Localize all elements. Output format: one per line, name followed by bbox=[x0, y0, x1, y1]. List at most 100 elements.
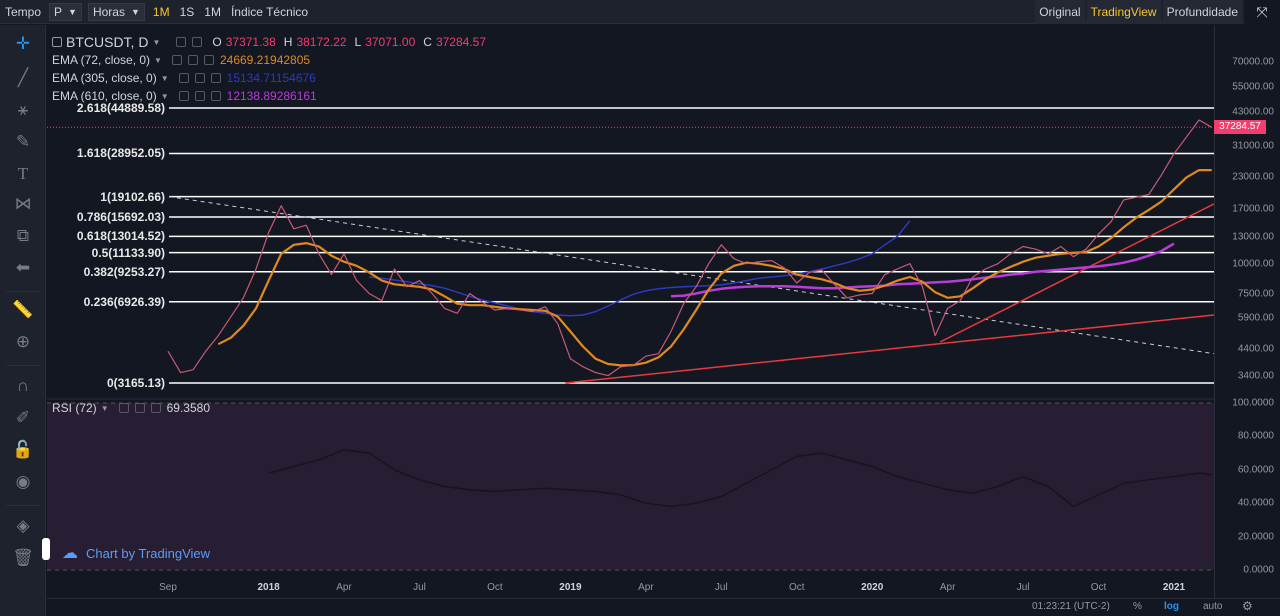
time-tick-label: Apr bbox=[336, 582, 352, 593]
cloud-icon: ☁ bbox=[62, 545, 78, 562]
period-select[interactable]: P ▼ bbox=[49, 2, 82, 21]
settings-icon[interactable] bbox=[118, 403, 129, 413]
close-icon[interactable] bbox=[210, 73, 221, 83]
time-tick-label: Oct bbox=[487, 582, 503, 593]
rsi-tick-label: 20.0000 bbox=[1237, 531, 1274, 543]
support-trend-line bbox=[565, 314, 1214, 384]
pattern-tool-icon[interactable]: ⋈ bbox=[14, 194, 32, 213]
close-icon[interactable] bbox=[210, 91, 221, 101]
settings-icon[interactable] bbox=[178, 73, 189, 83]
log-toggle[interactable]: log bbox=[1164, 601, 1179, 612]
fullscreen-icon[interactable]: ⤧ bbox=[1244, 0, 1280, 24]
tradingview-watermark[interactable]: ☁ Chart by TradingView bbox=[62, 543, 210, 563]
chevron-down-icon[interactable]: ▼ bbox=[160, 91, 169, 101]
top-toolbar: Tempo P ▼ Horas ▼ 1M 1S 1M Índice Técnico … bbox=[0, 0, 1280, 24]
percent-toggle[interactable]: % bbox=[1133, 601, 1142, 612]
rsi-series-line bbox=[268, 449, 1212, 508]
close-icon[interactable] bbox=[150, 403, 161, 413]
fib-level-label: 0.236(6926.39) bbox=[83, 294, 165, 309]
rsi-value: 69.3580 bbox=[166, 401, 210, 415]
fib-level-label: 0.5(11133.90) bbox=[91, 245, 165, 260]
stay-drawing-icon[interactable]: ✐ bbox=[15, 408, 31, 427]
settings-icon[interactable] bbox=[171, 55, 182, 65]
time-axis[interactable]: Sep 2018 Apr Jul Oct 2019 Apr Jul Oct 2020 Apr Jul O… bbox=[47, 576, 1214, 598]
ruler-icon[interactable]: 📏 bbox=[12, 300, 34, 319]
close-icon[interactable] bbox=[203, 55, 214, 65]
fib-tool-icon[interactable]: ⚹ bbox=[17, 100, 29, 119]
ema610-label: EMA (610, close, 0) bbox=[52, 89, 157, 103]
gear-icon[interactable]: ⚙ bbox=[1242, 599, 1253, 613]
time-tick-label: 2018 bbox=[257, 582, 280, 593]
price-tick-label: 5900.00 bbox=[1237, 312, 1274, 324]
price-tick-label: 43000.00 bbox=[1232, 106, 1274, 118]
chevron-down-icon[interactable]: ▼ bbox=[154, 55, 162, 65]
chevron-down-icon[interactable]: ▼ bbox=[160, 73, 169, 83]
ohlc-high-label: H bbox=[283, 35, 293, 49]
price-tick-label: 70000.00 bbox=[1232, 56, 1274, 68]
fib-level-label: 0.786(15692.03) bbox=[76, 209, 165, 224]
price-tick-label: 17000.00 bbox=[1232, 203, 1274, 215]
rsi-tick-label: 100.0000 bbox=[1232, 397, 1274, 409]
price-tick-label: 10000.00 bbox=[1232, 258, 1274, 270]
eye-icon[interactable] bbox=[194, 91, 205, 101]
rsi-label: RSI (72) bbox=[52, 401, 97, 415]
rsi-tick-label: 0.0000 bbox=[1243, 564, 1274, 576]
symbol-legend: BTCUSDT, D ▼ O 37371.38 H 38172.22 L 37071.… bbox=[52, 34, 486, 50]
chevron-down-icon[interactable]: ▼ bbox=[152, 37, 161, 47]
dashed-trend-line bbox=[168, 196, 1214, 355]
fib-level-label: 1.618(28952.05) bbox=[76, 146, 165, 161]
lock-icon[interactable]: 🔓 bbox=[12, 440, 34, 459]
price-tick-label: 4400.00 bbox=[1237, 343, 1274, 355]
view-depth-button[interactable]: Profundidade bbox=[1162, 0, 1242, 24]
ohlc-high-value: 38172.22 bbox=[296, 35, 347, 49]
eye-icon[interactable] bbox=[192, 37, 203, 47]
layers-icon[interactable]: ◈ bbox=[16, 516, 30, 535]
chevron-down-icon: ▼ bbox=[130, 6, 140, 17]
time-tick-label: 2021 bbox=[1162, 582, 1186, 593]
time-tick-label: Jul bbox=[714, 582, 728, 593]
settings-icon[interactable] bbox=[176, 37, 187, 47]
magnet-icon[interactable]: ∩ bbox=[16, 376, 30, 395]
brush-icon[interactable]: ✎ bbox=[15, 132, 31, 151]
view-original-button[interactable]: Original bbox=[1035, 0, 1085, 24]
trend-line-icon[interactable]: ╱ bbox=[17, 68, 29, 87]
time-tick-label: 2020 bbox=[861, 582, 884, 593]
price-axis[interactable]: 70000.00 55000.00 43000.00 31000.00 23000.00… bbox=[1214, 25, 1280, 598]
price-chart[interactable] bbox=[47, 25, 1214, 598]
arrow-left-icon[interactable]: ⬅ bbox=[15, 258, 31, 277]
price-series-line bbox=[167, 119, 1213, 377]
eye-icon[interactable]: ◉ bbox=[15, 472, 31, 491]
hours-select[interactable]: Horas ▼ bbox=[87, 2, 145, 21]
time-tick-label: 2019 bbox=[559, 582, 582, 593]
technical-index-button[interactable]: Índice Técnico bbox=[230, 4, 309, 19]
chevron-down-icon[interactable]: ▼ bbox=[100, 403, 109, 413]
interval-1m-active-button[interactable]: 1M bbox=[152, 4, 170, 19]
interval-1month-button[interactable]: 1M bbox=[204, 4, 221, 19]
ema305-legend: EMA (305, close, 0) ▼ 15134.71154676 bbox=[52, 71, 316, 85]
view-tradingview-button[interactable]: TradingView bbox=[1086, 0, 1161, 24]
symbol-name: BTCUSDT, D bbox=[66, 34, 149, 50]
zoom-icon[interactable]: ⊕ bbox=[15, 332, 31, 351]
rsi-tick-label: 40.0000 bbox=[1237, 497, 1274, 509]
trash-icon[interactable]: 🗑 bbox=[12, 548, 34, 567]
time-tick-label: Jul bbox=[413, 582, 426, 593]
eye-icon[interactable] bbox=[134, 403, 145, 413]
time-tick-label: Oct bbox=[788, 582, 805, 593]
eye-icon[interactable] bbox=[194, 73, 205, 83]
text-tool-icon[interactable]: T bbox=[17, 164, 29, 183]
bottom-bar: 01:23:21 (UTC-2) % log auto ⚙ bbox=[47, 598, 1280, 616]
price-tick-label: 13000.00 bbox=[1232, 231, 1274, 242]
crosshair-icon[interactable]: ✛ bbox=[15, 34, 31, 53]
rsi-pane-background bbox=[47, 403, 1214, 570]
settings-icon[interactable] bbox=[178, 91, 189, 101]
chevron-down-icon: ▼ bbox=[68, 6, 77, 17]
ohlc-close-value: 37284.57 bbox=[435, 35, 486, 49]
toolbar-tempo-label: Tempo bbox=[5, 4, 42, 19]
symbol-box bbox=[52, 37, 62, 47]
eye-icon[interactable] bbox=[187, 55, 198, 65]
auto-toggle[interactable]: auto bbox=[1203, 601, 1223, 612]
time-tick-label: Jul bbox=[1016, 582, 1030, 593]
forecast-tool-icon[interactable]: ⧉ bbox=[16, 226, 30, 245]
interval-1s-button[interactable]: 1S bbox=[179, 4, 195, 19]
panel-resize-handle[interactable] bbox=[42, 538, 50, 560]
